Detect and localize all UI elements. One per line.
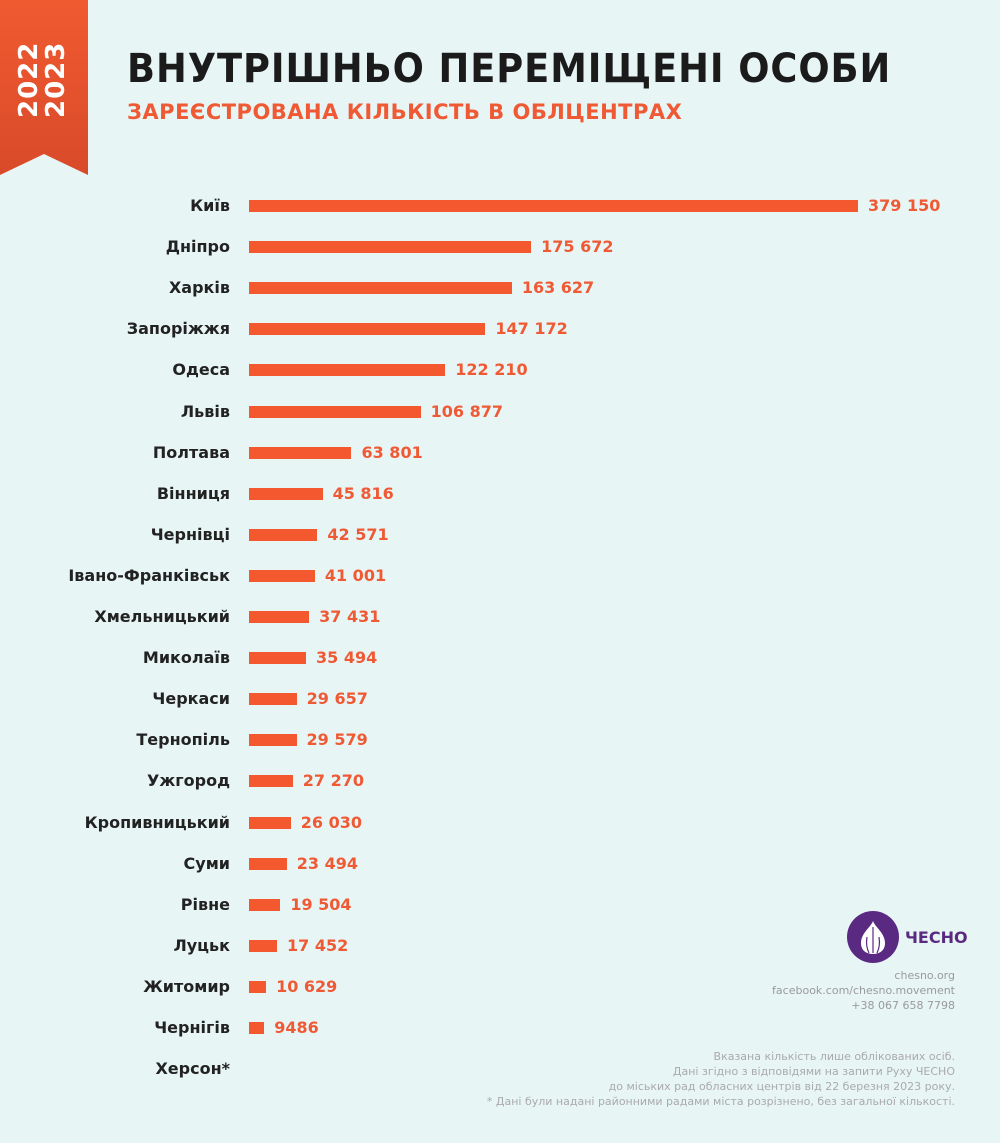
bar bbox=[249, 323, 486, 336]
year-label: 2022 2023 bbox=[14, 41, 71, 118]
bar bbox=[249, 611, 310, 623]
category-label: Кропивницький bbox=[84, 812, 230, 832]
value-label: 29 579 bbox=[306, 730, 368, 750]
value-label: 19 504 bbox=[290, 894, 352, 914]
year-start: 2022 bbox=[14, 41, 44, 118]
category-label: Запоріжжя bbox=[126, 319, 230, 339]
category-label: Черкаси bbox=[152, 689, 230, 709]
value-label: 106 877 bbox=[430, 401, 504, 421]
bar bbox=[249, 282, 512, 295]
value-label: 37 431 bbox=[319, 607, 381, 626]
value-label: 41 001 bbox=[324, 565, 387, 585]
bar bbox=[249, 857, 287, 870]
phone-number: +38 067 658 7798 bbox=[851, 999, 955, 1012]
category-label: Суми bbox=[183, 853, 230, 873]
category-label: Миколаїв bbox=[142, 648, 230, 668]
bar bbox=[249, 446, 352, 459]
bar bbox=[249, 652, 306, 665]
bar bbox=[249, 364, 446, 377]
value-label: 10 629 bbox=[276, 976, 338, 996]
value-label: 163 627 bbox=[521, 278, 595, 298]
value-label: 17 452 bbox=[287, 935, 349, 955]
category-label: Івано-Франківськ bbox=[68, 565, 230, 585]
category-label: Рівне bbox=[180, 894, 230, 914]
category-label: Дніпро bbox=[165, 237, 230, 257]
category-label: Полтава bbox=[152, 442, 230, 462]
value-label: 122 210 bbox=[455, 360, 528, 380]
category-label: Чернівці bbox=[150, 524, 230, 544]
value-label: 45 816 bbox=[332, 483, 394, 503]
value-label: 147 172 bbox=[495, 319, 568, 339]
page-title: ВНУТРІШНЬО ПЕРЕМІЩЕНІ ОСОБИ bbox=[127, 46, 892, 92]
website-link[interactable]: chesno.org bbox=[894, 969, 955, 982]
category-label: Херсон* bbox=[155, 1059, 230, 1079]
bar bbox=[249, 569, 315, 582]
bar bbox=[249, 734, 297, 747]
bar bbox=[249, 487, 323, 500]
value-label: 9486 bbox=[274, 1018, 319, 1037]
year-end: 2023 bbox=[41, 41, 71, 118]
value-label: 26 030 bbox=[300, 812, 363, 832]
bar bbox=[249, 775, 293, 788]
category-label: Одеса bbox=[172, 360, 230, 380]
contacts: chesno.org facebook.com/chesno.movement … bbox=[772, 968, 955, 1013]
bar bbox=[249, 1022, 265, 1034]
year-ribbon bbox=[0, 0, 88, 175]
footnotes: Вказана кількість лише облікованих осіб.… bbox=[487, 1049, 955, 1109]
value-label: 379 150 bbox=[868, 196, 941, 215]
bar bbox=[249, 693, 297, 706]
chesno-logo-icon bbox=[847, 911, 899, 963]
bar bbox=[249, 528, 318, 541]
category-label: Київ bbox=[190, 196, 230, 215]
category-label: Харків bbox=[168, 278, 230, 298]
value-label: 35 494 bbox=[316, 648, 378, 668]
bar bbox=[249, 980, 267, 993]
bar bbox=[249, 816, 291, 829]
category-label: Вінниця bbox=[156, 483, 230, 503]
value-label: 42 571 bbox=[327, 524, 389, 544]
bar bbox=[249, 898, 281, 911]
category-label: Ужгород bbox=[147, 771, 230, 791]
value-label: 175 672 bbox=[541, 237, 614, 257]
footnote: Дані згідно з відповідями на запити Руху… bbox=[672, 1065, 955, 1078]
footnote: * Дані були надані районними радами міст… bbox=[486, 1095, 955, 1108]
footnote: Вказана кількість лише облікованих осіб. bbox=[713, 1050, 955, 1063]
facebook-link[interactable]: facebook.com/chesno.movement bbox=[772, 984, 955, 997]
page-subtitle: ЗАРЕЄСТРОВАНА КІЛЬКІСТЬ В ОБЛЦЕНТРАХ bbox=[127, 100, 683, 124]
value-label: 23 494 bbox=[296, 853, 358, 873]
value-label: 63 801 bbox=[361, 442, 423, 462]
bar bbox=[249, 241, 532, 254]
footnote: до міських рад обласних центрів від 22 б… bbox=[608, 1080, 955, 1093]
category-label: Луцьк bbox=[173, 935, 230, 955]
bar bbox=[249, 405, 421, 418]
category-label: Житомир bbox=[143, 976, 230, 996]
value-label: 29 657 bbox=[306, 689, 368, 709]
value-label: 27 270 bbox=[302, 771, 365, 791]
category-label: Тернопіль bbox=[136, 730, 230, 750]
category-label: Львів bbox=[180, 401, 230, 421]
category-label: Хмельницький bbox=[94, 607, 230, 626]
logo-text: ЧЕСНО bbox=[905, 928, 968, 947]
category-label: Чернігів bbox=[154, 1018, 230, 1037]
bar bbox=[249, 200, 858, 212]
bar bbox=[249, 939, 278, 952]
